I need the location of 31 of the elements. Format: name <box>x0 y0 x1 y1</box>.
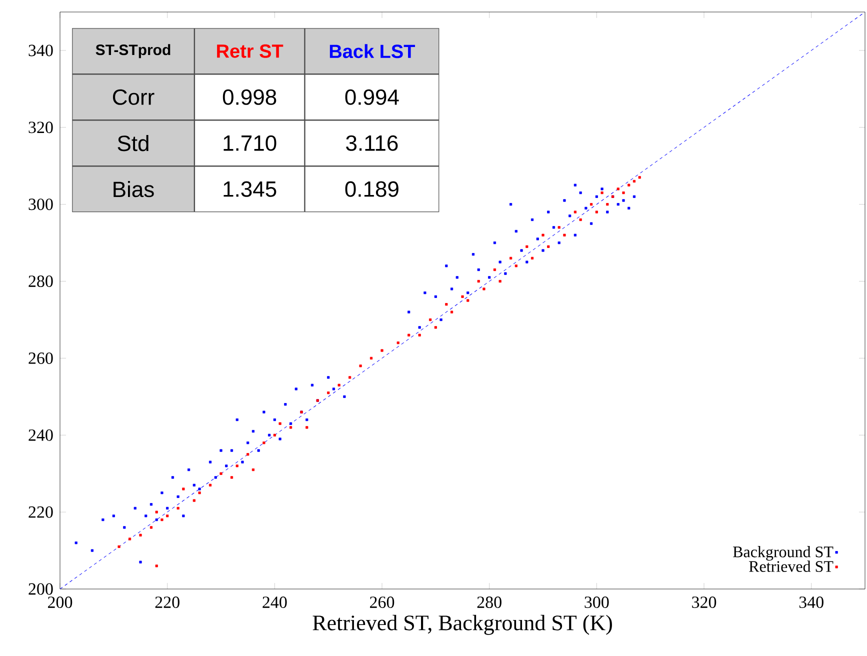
annotation: Std <box>118 135 148 152</box>
x-tick-label: 340 <box>799 596 824 608</box>
x-tick-label: 200 <box>48 596 72 608</box>
x-tick-label: 320 <box>692 596 716 608</box>
y-tick-label: 260 <box>28 352 53 364</box>
x-tick-label: 240 <box>262 596 287 608</box>
annotation: Corr <box>112 89 154 105</box>
annotation: 0.189 <box>345 181 398 197</box>
annotation: 0.994 <box>345 89 399 105</box>
y-tick-label: 300 <box>28 198 53 210</box>
legend-label: Background ST <box>733 546 834 561</box>
y-tick-label: 200 <box>28 583 53 595</box>
annotation: Bias <box>114 181 154 198</box>
y-tick-label: 320 <box>28 122 53 134</box>
x-tick-label: 300 <box>584 596 609 608</box>
annotation: 0.998 <box>222 89 276 105</box>
annotation: Retr ST <box>217 44 284 58</box>
x-axis-title: Retrieved ST, Background ST (K) <box>312 614 612 635</box>
y-tick-label: 240 <box>28 429 53 441</box>
annotation: ST-STprod <box>96 44 170 58</box>
x-tick-label: 260 <box>370 596 394 608</box>
y-tick-label: 340 <box>28 44 53 56</box>
legend-label: Retrieved ST <box>749 560 834 572</box>
annotation: 1.710 <box>224 135 276 151</box>
x-tick-label: 220 <box>155 596 180 608</box>
y-tick-label: 280 <box>28 276 53 288</box>
annotation: Back LST <box>330 44 416 58</box>
annotation: 3.116 <box>346 135 398 151</box>
x-tick-label: 280 <box>477 596 502 608</box>
annotation: 1.345 <box>224 181 276 197</box>
y-tick-label: 220 <box>28 506 53 518</box>
